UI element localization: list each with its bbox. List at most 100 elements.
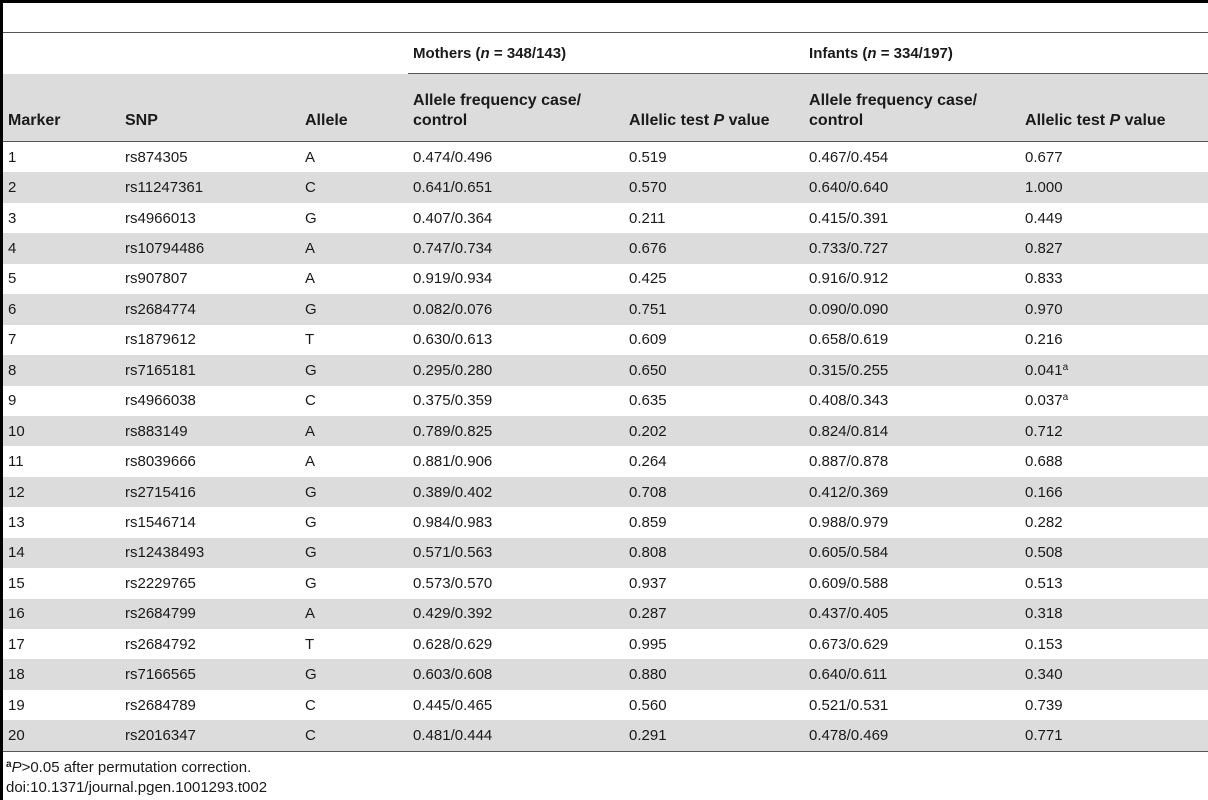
cell-mothers-p: 0.995 — [629, 635, 667, 653]
cell-infants-p: 1.000 — [1020, 172, 1208, 203]
cell-mothers-freq: 0.429/0.392 — [408, 598, 625, 629]
cell-snp: rs874305 — [125, 148, 188, 166]
cell-marker: 1 — [8, 148, 17, 166]
cell-infants-freq: 0.988/0.979 — [809, 513, 889, 531]
cell-snp: rs2229765 — [125, 574, 196, 592]
cell-snp: rs1546714 — [125, 513, 196, 531]
snp-association-table: Mothers (n = 348/143) Infants (n = 334/1… — [3, 33, 1208, 752]
cell-infants-p: 0.166 — [1020, 476, 1208, 508]
cell-snp: rs2715416 — [120, 476, 300, 508]
cell-infants-freq: 0.640/0.611 — [804, 659, 1021, 690]
cell-marker: 2 — [3, 172, 120, 203]
table-row: 6 rs2684774 G 0.082/0.076 0.751 0.090/0.090 0.… — [3, 294, 1208, 325]
cell-snp: rs1879612 — [125, 331, 196, 349]
cell-mothers-p: 0.937 — [629, 574, 667, 592]
table-body: 1 rs874305 A 0.474/0.496 0.519 0.467/0.454 0.6… — [3, 142, 1208, 752]
cell-marker: 3 — [8, 209, 17, 227]
table-row: 18 rs7166565 G 0.603/0.608 0.880 0.640/0.611 0… — [3, 659, 1208, 690]
table-row: 4 rs10794486 A 0.747/0.734 0.676 0.733/0.727 0… — [3, 233, 1208, 264]
cell-infants-freq: 0.658/0.619 — [809, 331, 889, 349]
cell-infants-p: 0.153 — [1025, 635, 1063, 653]
cell-infants-p: 0.508 — [1020, 537, 1208, 569]
cell-marker: 4 — [3, 233, 120, 264]
cell-snp: rs2684799 — [120, 598, 300, 629]
cell-allele: G — [305, 574, 317, 592]
table-row: 7 rs1879612 T 0.630/0.613 0.609 0.658/0.619 0.… — [3, 325, 1208, 355]
cell-infants-p: 0.449 — [1025, 209, 1063, 227]
footnote-marker: a — [1062, 361, 1069, 373]
cell-snp: rs883149 — [120, 415, 300, 447]
cell-infants-freq: 0.415/0.391 — [809, 209, 889, 227]
cell-marker: 5 — [8, 270, 17, 288]
cell-marker: 15 — [8, 574, 25, 592]
cell-mothers-p: 0.425 — [629, 270, 667, 288]
cell-marker: 10 — [3, 415, 120, 447]
cell-allele: G — [300, 476, 409, 508]
col-header-mothers-p: Allelic test P value — [624, 73, 805, 142]
col-header-infants-p: Allelic test P value — [1020, 73, 1208, 142]
cell-snp: rs12438493 — [120, 537, 300, 569]
top-rule — [0, 0, 1208, 3]
cell-mothers-p: 0.211 — [629, 209, 666, 227]
cell-snp: rs4966038 — [125, 392, 196, 410]
table-row: 16 rs2684799 A 0.429/0.392 0.287 0.437/0.405 0… — [3, 598, 1208, 629]
cell-mothers-p: 0.609 — [629, 331, 667, 349]
footnote-marker: a — [1062, 392, 1069, 404]
cell-mothers-p: 0.880 — [624, 659, 805, 690]
cell-snp: rs7165181 — [120, 355, 300, 386]
cell-mothers-freq: 0.445/0.465 — [413, 696, 493, 714]
cell-snp: rs11247361 — [120, 172, 300, 203]
cell-mothers-p: 0.635 — [629, 392, 667, 410]
left-rule — [0, 0, 3, 800]
col-header-marker: Marker — [3, 73, 120, 142]
col-header-mothers-freq: Allele frequency case/ control — [408, 73, 625, 142]
cell-marker: 12 — [3, 476, 120, 508]
cell-infants-freq: 0.916/0.912 — [809, 270, 889, 288]
cell-mothers-freq: 0.082/0.076 — [408, 294, 625, 325]
cell-snp: rs2684792 — [125, 635, 196, 653]
cell-infants-p: 0.041a — [1020, 355, 1208, 386]
cell-infants-freq: 0.824/0.814 — [804, 415, 1021, 447]
cell-infants-freq: 0.315/0.255 — [804, 355, 1021, 386]
cell-infants-freq: 0.640/0.640 — [804, 172, 1021, 203]
table-row: 10 rs883149 A 0.789/0.825 0.202 0.824/0.814 0.… — [3, 415, 1208, 447]
cell-infants-freq: 0.673/0.629 — [809, 635, 889, 653]
cell-marker: 9 — [8, 392, 17, 410]
footnote-permutation: aP>0.05 after permutation correction. — [6, 759, 252, 776]
table-row: 11 rs8039666 A 0.881/0.906 0.264 0.887/0.878 0… — [3, 446, 1208, 476]
cell-infants-freq: 0.437/0.405 — [804, 598, 1021, 629]
table-row: 20 rs2016347 C 0.481/0.444 0.291 0.478/0.469 0… — [3, 720, 1208, 752]
table-footnote: aP>0.05 after permutation correction. do… — [6, 758, 267, 798]
cell-mothers-freq: 0.571/0.563 — [408, 537, 625, 569]
table-row: 14 rs12438493 G 0.571/0.563 0.808 0.605/0.584… — [3, 537, 1208, 569]
cell-marker: 17 — [8, 635, 25, 653]
column-header-row: Marker SNP Allele Allele frequency case/… — [3, 73, 1208, 142]
cell-mothers-freq: 0.747/0.734 — [408, 233, 625, 264]
cell-allele: A — [300, 233, 409, 264]
cell-infants-p: 0.827 — [1020, 233, 1208, 264]
cell-infants-freq: 0.887/0.878 — [809, 453, 889, 471]
table-row: 1 rs874305 A 0.474/0.496 0.519 0.467/0.454 0.6… — [3, 142, 1208, 173]
cell-mothers-freq: 0.573/0.570 — [413, 574, 493, 592]
cell-mothers-freq: 0.474/0.496 — [413, 148, 493, 166]
cell-allele: G — [305, 209, 317, 227]
cell-allele: C — [305, 392, 316, 410]
table-row: 13 rs1546714 G 0.984/0.983 0.859 0.988/0.979 0… — [3, 507, 1208, 537]
cell-mothers-p: 0.650 — [624, 355, 805, 386]
cell-allele: C — [305, 696, 316, 714]
cell-mothers-p: 0.708 — [624, 476, 805, 508]
cell-mothers-freq: 0.919/0.934 — [413, 270, 493, 288]
cell-marker: 11 — [8, 453, 24, 471]
footnote-doi: doi:10.1371/journal.pgen.1001293.t002 — [6, 779, 268, 796]
cell-mothers-freq: 0.295/0.280 — [408, 355, 625, 386]
table-row: 3 rs4966013 G 0.407/0.364 0.211 0.415/0.391 0.… — [3, 203, 1208, 233]
cell-infants-freq: 0.478/0.469 — [804, 720, 1021, 752]
cell-infants-p: 0.739 — [1025, 696, 1063, 714]
cell-infants-p: 0.318 — [1020, 598, 1208, 629]
cell-mothers-p: 0.676 — [624, 233, 805, 264]
cell-marker: 20 — [3, 720, 120, 752]
table-row: 15 rs2229765 G 0.573/0.570 0.937 0.609/0.588 0… — [3, 568, 1208, 598]
cell-infants-p: 0.833 — [1025, 270, 1063, 288]
cell-mothers-freq: 0.641/0.651 — [408, 172, 625, 203]
